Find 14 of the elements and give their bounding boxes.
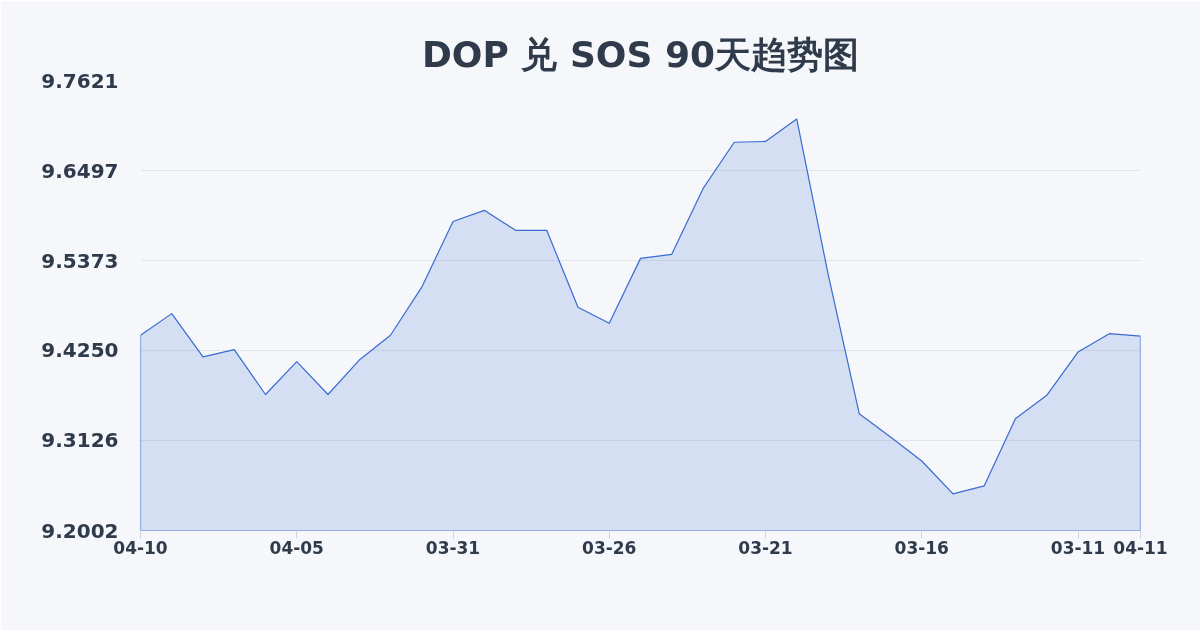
- y-tick-label: 9.7621: [41, 68, 119, 93]
- x-tick-label: 04-11: [1113, 537, 1168, 558]
- chart-title: DOP 兑 SOS 90天趋势图: [421, 33, 860, 75]
- y-tick-label: 9.5373: [41, 248, 119, 273]
- x-tick-label: 04-05: [269, 537, 324, 558]
- x-tick-label: 04-10: [113, 537, 168, 558]
- x-tick-label: 03-21: [738, 537, 793, 558]
- x-tick-label: 03-26: [582, 537, 637, 558]
- x-tick-label: 03-16: [894, 537, 949, 558]
- y-tick-label: 9.3126: [41, 428, 119, 453]
- x-tick-label: 03-11: [1050, 537, 1106, 558]
- y-tick-label: 9.4250: [41, 338, 119, 363]
- x-tick-label: 03-31: [425, 537, 481, 558]
- y-tick-label: 9.6497: [41, 158, 119, 183]
